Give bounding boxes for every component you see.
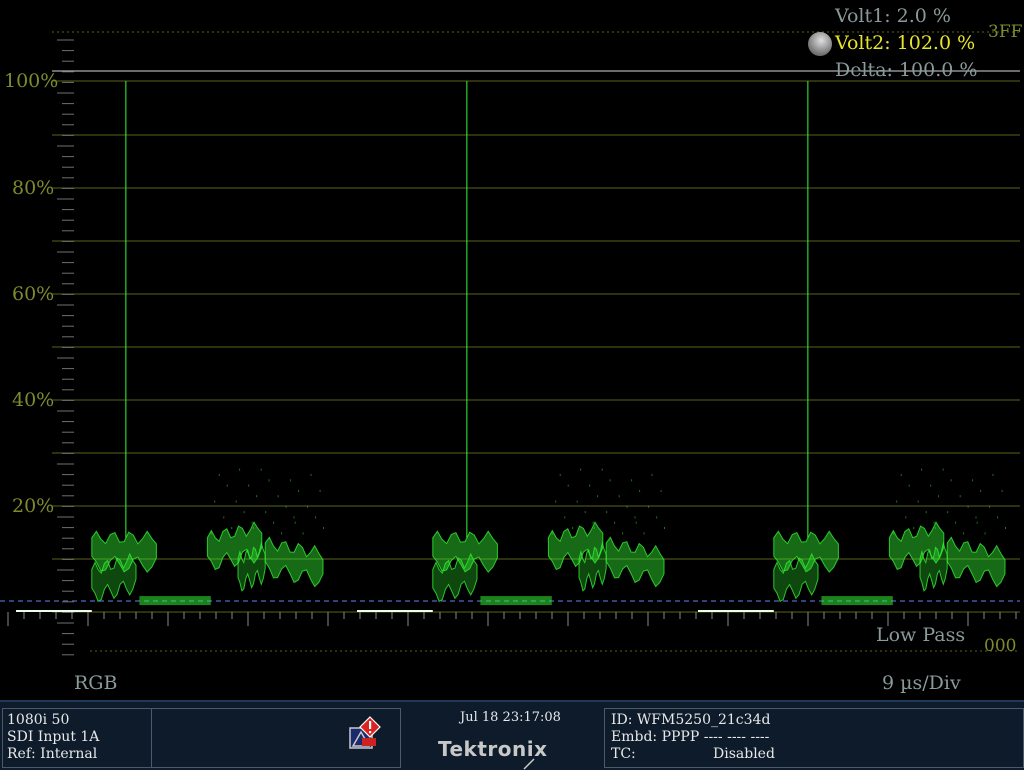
trace-envelope <box>888 521 945 571</box>
waveform-trace <box>91 81 1006 606</box>
y-tick-label: 100% <box>4 70 59 92</box>
device-id: ID: WFM5250_21c34d <box>611 712 771 728</box>
tektronix-logo: Tektronix <box>438 737 548 761</box>
trace-envelope <box>206 521 263 571</box>
trace-envelope <box>605 536 665 588</box>
input-source: SDI Input 1A <box>7 729 100 745</box>
timecode-label: TC: <box>611 746 636 762</box>
top-code-label: 3FF <box>988 22 1023 42</box>
trace-envelope <box>946 536 1006 588</box>
parade-channel <box>91 81 324 606</box>
y-tick-label: 60% <box>12 283 55 305</box>
filter-mode-label: Low Pass <box>876 624 966 646</box>
date-time: Jul 18 23:17:08 <box>460 710 561 725</box>
video-format: 1080i 50 <box>7 712 70 728</box>
waveform-graticule <box>0 31 1020 656</box>
trace-envelope <box>91 552 137 603</box>
reference-source: Ref: Internal <box>7 746 98 762</box>
cursor-select-knob-icon[interactable] <box>808 32 832 56</box>
bottom-code-label: 000 <box>984 636 1017 656</box>
timecode-value: Disabled <box>713 746 775 762</box>
waveform-display: 100% 80% 60% 40% 20% Volt1: 2.0 % Volt2:… <box>0 5 1023 694</box>
cursor-readout-delta: Delta: 100.0 % <box>835 59 978 81</box>
horizontal-scale <box>7 612 1017 626</box>
parade-channel <box>773 81 1006 606</box>
alarm-warning-icon[interactable] <box>348 716 382 750</box>
cursor-readout-volt1: Volt1: 2.0 % <box>835 5 951 27</box>
format-label: RGB <box>74 672 118 694</box>
vertical-scale <box>57 39 74 656</box>
parade-channel <box>432 81 665 606</box>
logo-slash-icon <box>523 758 535 770</box>
sweep-rate-label: 9 µs/Div <box>882 672 961 694</box>
status-bar: 1080i 50 SDI Input 1A Ref: Internal Jul … <box>0 700 1024 770</box>
y-tick-label: 40% <box>12 389 55 411</box>
trace-envelope <box>773 552 819 603</box>
trace-envelope <box>547 521 604 571</box>
y-tick-label: 80% <box>12 177 55 199</box>
trace-envelope <box>264 536 324 588</box>
trace-envelope <box>237 541 266 592</box>
cursor-readout-volt2: Volt2: 102.0 % <box>835 32 976 54</box>
embedded-audio-status: Embd: PPPP ---- ---- ---- <box>611 729 770 745</box>
y-tick-label: 20% <box>12 495 55 517</box>
trace-envelope <box>578 541 607 592</box>
trace-envelope <box>432 552 478 603</box>
trace-envelope <box>919 541 948 592</box>
